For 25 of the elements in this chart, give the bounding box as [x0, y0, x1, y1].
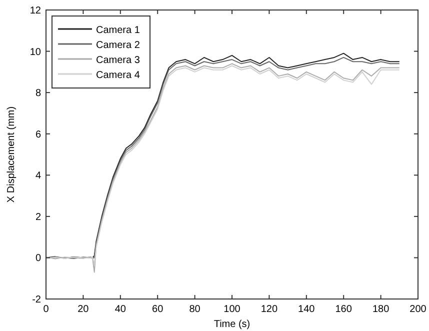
- y-tick-label: 10: [30, 46, 42, 58]
- x-tick-label: 20: [78, 304, 90, 315]
- x-tick-label: 120: [260, 304, 278, 315]
- x-tick-label: 200: [410, 304, 427, 315]
- x-tick-label: 80: [189, 304, 201, 315]
- legend-label: Camera 3: [96, 55, 140, 66]
- legend-label: Camera 4: [96, 70, 140, 81]
- x-tick-label: 140: [298, 304, 316, 315]
- x-tick-label: 100: [224, 304, 241, 315]
- y-tick-label: 12: [30, 6, 42, 16]
- y-tick-label: 4: [35, 170, 42, 182]
- y-tick-label: 0: [35, 253, 42, 264]
- x-tick-label: 60: [152, 304, 164, 315]
- y-tick-label: 2: [35, 212, 42, 223]
- y-tick-label: 6: [35, 129, 42, 140]
- x-tick-label: 180: [372, 304, 390, 315]
- x-tick-label: 40: [114, 304, 126, 315]
- y-tick-label: 8: [35, 88, 42, 100]
- x-tick-label: 160: [335, 304, 352, 315]
- x-tick-label: 0: [43, 304, 50, 315]
- y-tick-label: -2: [32, 294, 42, 306]
- legend-label: Camera 2: [96, 40, 140, 51]
- x-axis-title: Time (s): [214, 319, 250, 330]
- y-axis-title: X Displacement (mm): [6, 106, 17, 203]
- legend-label: Camera 1: [96, 25, 140, 36]
